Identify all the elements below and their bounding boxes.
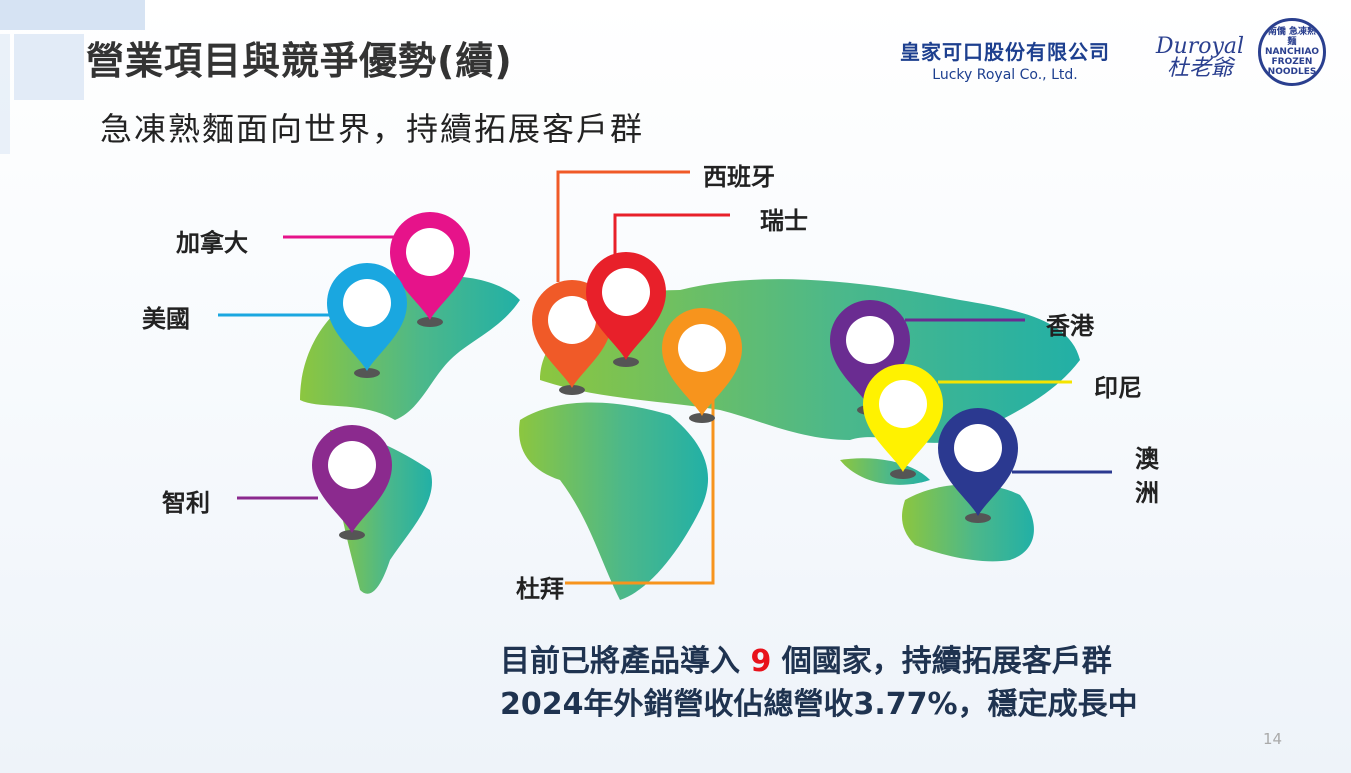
- corner-decoration: [0, 34, 10, 154]
- company-logo: 皇家可口股份有限公司 Lucky Royal Co., Ltd.: [900, 36, 1110, 83]
- map-pin-icon-dubai: [662, 308, 742, 423]
- summary-line-2: 2024年外銷營收佔總營收3.77%，穩定成長中: [500, 687, 1138, 722]
- marker-label-hongkong: 香港: [1046, 312, 1094, 340]
- map-pin-icon-australia: [938, 408, 1018, 523]
- leader-line-dubai: [565, 388, 715, 585]
- map-pin-icon-indonesia: [863, 364, 943, 479]
- map-pin-icon-usa: [327, 263, 407, 378]
- nanchiao-logo: 南僑 急凍熟麵 NANCHIAO FROZEN NOODLES: [1258, 18, 1326, 86]
- company-name-zh: 皇家可口股份有限公司: [900, 40, 1110, 64]
- page-subtitle: 急凍熟麵面向世界，持續拓展客戶群: [100, 110, 645, 148]
- marker-label-chile: 智利: [162, 489, 210, 517]
- marker-label-australia: 澳洲: [1135, 445, 1159, 507]
- marker-label-switzerland: 瑞士: [760, 207, 808, 235]
- marker-label-dubai: 杜拜: [516, 575, 564, 603]
- summary-text: 目前已將產品導入 9 個國家，持續拓展客戶群 2024年外銷營收佔總營收3.77…: [500, 640, 1220, 726]
- map-pin-icon-chile: [312, 425, 392, 540]
- country-count: 9: [750, 644, 772, 679]
- leader-line-switzerland: [613, 213, 730, 256]
- duroyal-logo: Duroyal 杜老爺: [1155, 34, 1245, 81]
- map-pin-icon-canada: [390, 212, 470, 327]
- page-title: 營業項目與競爭優勢(續): [86, 39, 513, 83]
- corner-decoration: [14, 34, 84, 100]
- marker-label-usa: 美國: [142, 305, 190, 333]
- company-name-en: Lucky Royal Co., Ltd.: [932, 67, 1078, 83]
- leader-line-spain: [556, 170, 690, 282]
- marker-label-canada: 加拿大: [176, 229, 248, 257]
- summary-line-1: 目前已將產品導入 9 個國家，持續拓展客戶群: [500, 644, 1112, 679]
- page-number: 14: [1263, 730, 1283, 748]
- corner-decoration: [0, 0, 145, 30]
- marker-label-spain: 西班牙: [703, 163, 775, 191]
- map-pin-icon-switzerland: [586, 251, 667, 367]
- marker-label-indonesia: 印尼: [1094, 374, 1142, 402]
